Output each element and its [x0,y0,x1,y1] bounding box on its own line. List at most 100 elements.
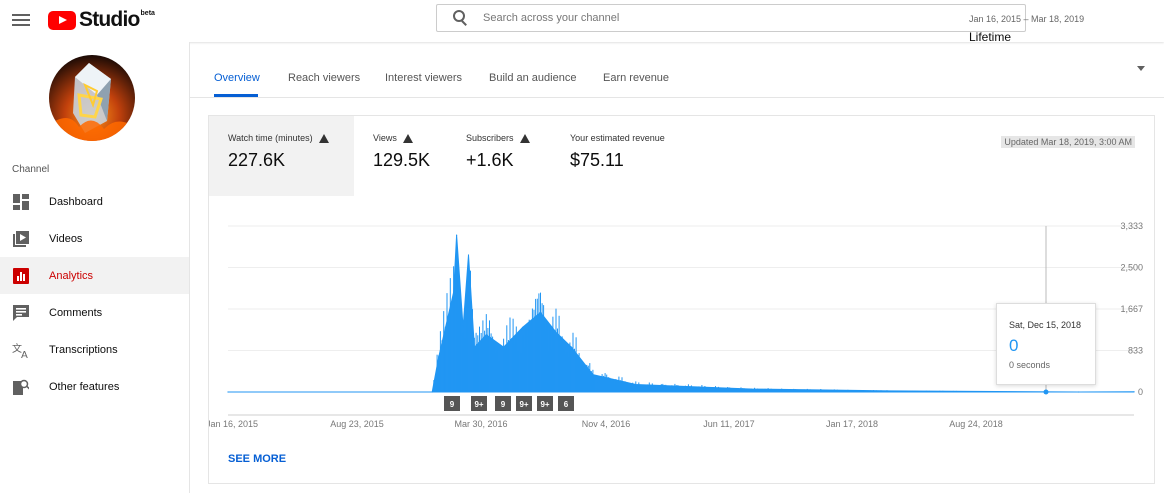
data-point [431,391,433,393]
metric-label: Watch time (minutes) [228,133,313,143]
x-tick-label: Nov 4, 2016 [582,419,631,429]
tab-interest-viewers[interactable]: Interest viewers [385,72,463,84]
x-tick-label: Jan 16, 2015 [209,419,258,429]
x-tick-label: Aug 23, 2015 [330,419,384,429]
annotation-marker-label: 9+ [474,400,483,409]
metric-label: Your estimated revenue [570,133,665,143]
annotation-marker-label: 9+ [519,400,528,409]
tooltip-subtext: 0 seconds [1009,360,1051,370]
hamburger-menu-icon[interactable] [11,11,31,31]
data-point [227,391,229,393]
x-tick-label: Jan 17, 2018 [826,419,878,429]
sidebar-item-videos[interactable]: Videos [0,220,189,257]
data-point [570,346,573,348]
y-tick-label: 3,333 [1120,221,1143,231]
search-icon[interactable] [449,6,473,30]
tab-overview[interactable]: Overview [214,72,260,84]
metric-value: 129.5K [373,150,431,170]
sidebar-item-label: Analytics [49,269,94,282]
data-point [1078,391,1080,393]
updated-timestamp: Updated Mar 18, 2019, 3:00 AM [1001,136,1135,148]
annotation-marker [516,396,532,411]
beta-badge: beta [140,10,155,17]
chart-tooltip: Sat, Dec 15, 2018 0 0 seconds [996,303,1096,385]
sidebar-item-dashboard[interactable]: Dashboard [0,183,189,220]
data-point [522,326,524,328]
dashboard-icon [12,193,30,211]
chevron-down-icon[interactable] [1137,66,1145,71]
top-bar: Studio beta [0,0,1164,42]
sidebar-item-label: Comments [49,306,103,319]
annotation-marker-label: 9+ [540,400,549,409]
active-tab-indicator [214,94,258,97]
date-range-dates: Jan 16, 2015 – Mar 18, 2019 [969,14,1085,24]
data-point [749,388,751,390]
channel-avatar[interactable] [49,55,135,141]
overview-card: Watch time (minutes) 227.6K Views 129.5K… [208,115,1155,484]
y-tick-label: 2,500 [1120,263,1143,273]
search-box[interactable] [436,4,1026,32]
metric-value: $75.11 [570,150,624,170]
annotation-marker [537,396,553,411]
data-point [592,374,594,376]
channel-avatar-image [49,55,135,141]
tab-reach-viewers[interactable]: Reach viewers [288,72,361,84]
see-more-link[interactable]: SEE MORE [228,453,287,465]
svg-text:文: 文 [12,342,22,355]
series-area [228,235,1135,393]
data-point [462,326,464,328]
svg-text:A: A [21,350,28,358]
tab-earn-revenue[interactable]: Earn revenue [603,72,670,84]
search-input[interactable] [481,11,985,25]
hover-point [1043,389,1049,395]
data-point [503,346,505,348]
tooltip-value: 0 [1009,336,1019,355]
tooltip-date: Sat, Dec 15, 2018 [1009,320,1082,330]
warning-icon [519,133,530,143]
warning-icon [318,133,329,143]
data-point [453,291,455,293]
annotation-marker [444,396,460,411]
annotation-marker-label: 9 [501,400,506,409]
annotation-marker [471,396,487,411]
metric-views[interactable]: Views 129.5K [354,116,454,196]
metric-subscribers[interactable]: Subscribers +1.6K [454,116,554,196]
youtube-play-icon [48,10,76,30]
date-range-selector[interactable]: Jan 16, 2015 – Mar 18, 2019 Lifetime [969,14,1084,44]
x-tick-label: Jun 11, 2017 [703,419,754,429]
sidebar-item-label: Dashboard [49,195,103,208]
data-point [1133,391,1135,393]
tab-build-an-audience[interactable]: Build an audience [489,72,577,84]
x-tick-label: Mar 30, 2016 [454,419,507,429]
sidebar-item-analytics[interactable]: Analytics [0,257,189,294]
channel-section-label: Channel [12,164,50,175]
data-point [467,254,470,256]
other-features-icon [12,378,30,396]
metric-value: +1.6K [466,150,514,170]
sidebar-item-label: Videos [49,232,83,245]
comments-icon [12,304,30,322]
analytics-icon [12,267,30,285]
metric-watch-time[interactable]: Watch time (minutes) 227.6K [209,116,354,196]
sidebar-item-other-features[interactable]: Other features [0,368,189,405]
y-tick-label: 1,667 [1120,304,1143,314]
metric-label: Views [373,133,397,143]
sidebar-item-comments[interactable]: Comments [0,294,189,331]
data-point [438,356,440,358]
data-point [539,311,542,313]
sidebar-item-label: Other features [49,380,120,393]
logo-text: Studio [79,8,140,31]
data-point [485,334,487,336]
warning-icon [402,133,413,143]
annotation-marker-label: 9 [450,400,455,409]
metric-revenue[interactable]: Your estimated revenue $75.11 [554,116,684,196]
data-point [635,383,637,386]
studio-logo[interactable]: Studio beta [48,8,155,32]
annotation-marker [558,396,574,411]
sidebar-item-label: Transcriptions [49,343,118,356]
data-point [555,331,557,333]
watch-time-chart[interactable]: 0 833 1,667 2,500 3,333 Jan 16, 2015 Aug 23, 2… [209,116,1154,436]
